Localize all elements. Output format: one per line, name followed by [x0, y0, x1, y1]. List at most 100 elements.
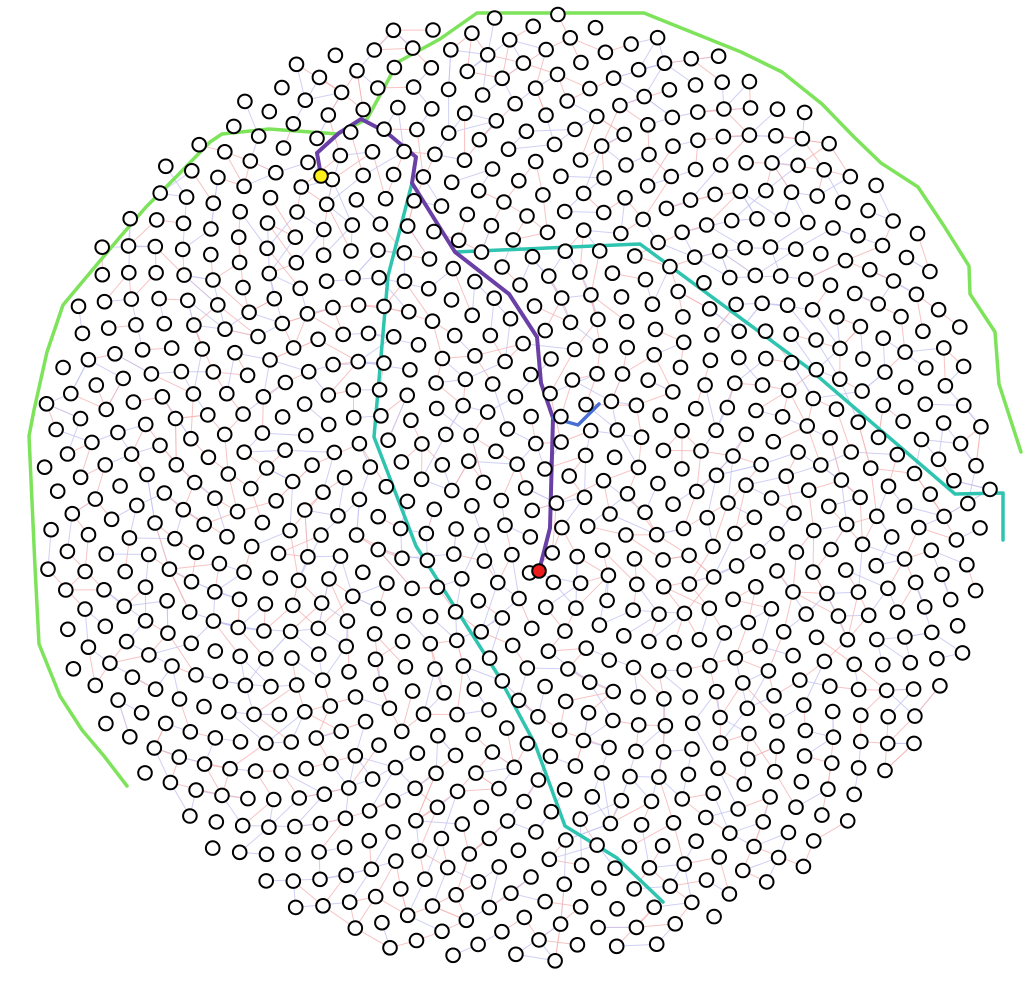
graph-node [97, 618, 114, 635]
graph-node [701, 600, 718, 617]
graph-node [49, 483, 66, 500]
graph-node [885, 213, 901, 229]
graph-node [497, 517, 513, 534]
graph-node [140, 546, 157, 563]
graph-node [715, 128, 732, 145]
graph-node [139, 466, 155, 483]
graph-node [362, 459, 379, 475]
graph-node [461, 846, 478, 862]
graph-node [304, 457, 320, 474]
graph-node [399, 218, 416, 234]
graph-node [839, 631, 856, 648]
graph-edge [629, 822, 674, 848]
graph-node [670, 283, 687, 300]
graph-node [621, 839, 638, 855]
graph-node [87, 491, 104, 507]
graph-node [167, 410, 184, 427]
graph-node [88, 377, 105, 393]
graph-node [291, 790, 308, 806]
graph-node [644, 296, 661, 313]
graph-node [893, 308, 909, 325]
graph-node [860, 607, 877, 624]
graph-node [665, 496, 681, 513]
graph-node [635, 211, 651, 228]
graph-node [589, 366, 605, 382]
graph-edge [565, 823, 611, 841]
graph-node [705, 569, 722, 585]
graph-node [762, 239, 779, 255]
graph-edge [456, 666, 464, 715]
graph-node [216, 426, 233, 443]
graph-node [261, 265, 278, 282]
graph-node [633, 817, 650, 833]
graph-node [758, 350, 774, 367]
graph-node [394, 550, 410, 567]
graph-node [948, 532, 965, 548]
graph-node [285, 846, 301, 863]
graph-node [318, 273, 335, 290]
graph-node [905, 681, 922, 697]
graph-node [749, 211, 765, 227]
graph-node [504, 637, 521, 654]
graph-node [481, 650, 498, 666]
graph-node [181, 604, 198, 620]
graph-node [553, 290, 570, 306]
graph-node [608, 938, 625, 955]
graph-node [808, 629, 825, 646]
graph-node [152, 437, 168, 454]
graph-node [640, 117, 656, 133]
graph-node [494, 673, 511, 689]
graph-node [616, 628, 632, 644]
graph-node [204, 840, 221, 856]
graph-node [636, 88, 653, 105]
graph-node [541, 268, 557, 284]
graph-node [889, 446, 906, 463]
graph-node [528, 824, 544, 840]
graph-node [524, 620, 540, 637]
start-node-yellow [313, 168, 329, 184]
graph-node [605, 70, 622, 86]
graph-node [647, 321, 664, 338]
graph-node [956, 397, 972, 414]
graph-node [210, 297, 226, 313]
graph-node [80, 526, 97, 543]
graph-node [338, 638, 355, 655]
graph-node [758, 874, 775, 890]
graph-node [482, 327, 499, 344]
graph-node [877, 364, 893, 380]
graph-node [499, 421, 516, 437]
graph-node [357, 713, 374, 730]
graph-node [428, 765, 444, 782]
graph-node [822, 430, 838, 446]
graph-node [141, 647, 157, 663]
graph-node [283, 734, 300, 750]
graph-node [429, 579, 446, 596]
graph-node [572, 811, 589, 827]
graph-node [282, 623, 299, 640]
graph-node [117, 563, 133, 580]
graph-node [58, 582, 74, 598]
graph-node [813, 457, 829, 473]
graph-node [308, 730, 325, 746]
graph-node [553, 168, 569, 185]
graph-node [630, 689, 646, 705]
graph-node [277, 442, 293, 459]
graph-node [415, 706, 432, 723]
graph-node [55, 359, 71, 376]
graph-node [497, 353, 513, 370]
graph-node [895, 413, 911, 430]
graph-node [788, 799, 804, 816]
graph-node [922, 486, 939, 503]
graph-node [800, 214, 816, 231]
graph-node [706, 908, 722, 925]
graph-node [484, 744, 501, 760]
graph-node [527, 80, 544, 96]
graph-node [440, 81, 457, 98]
graph-node [77, 601, 93, 617]
graph-node [762, 789, 778, 805]
graph-node [524, 502, 541, 519]
graph-node [72, 410, 89, 427]
graph-node [476, 553, 493, 569]
graph-node [602, 506, 618, 522]
graph-node [394, 723, 410, 740]
